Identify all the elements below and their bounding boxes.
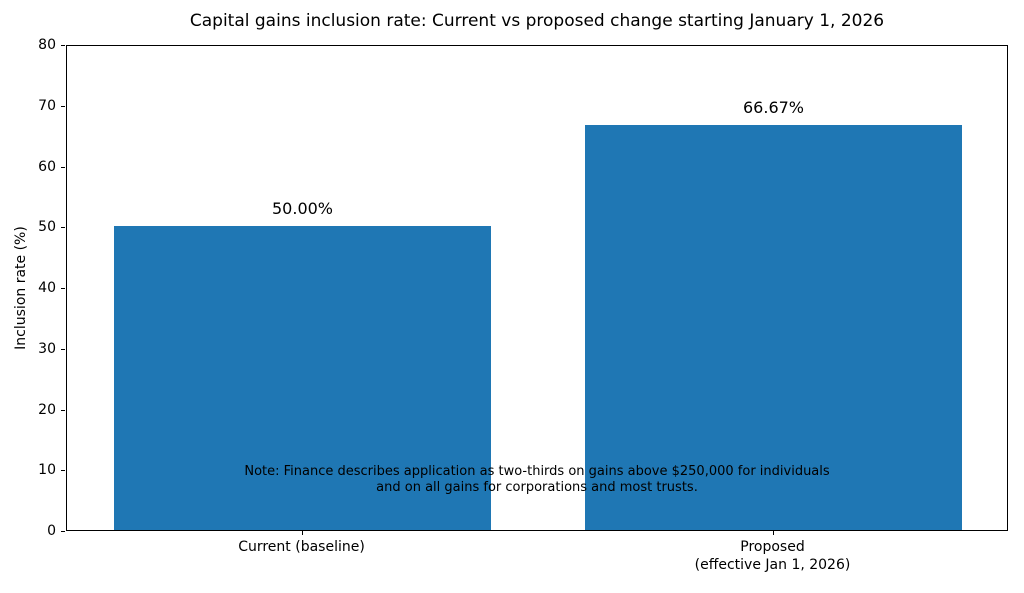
x-tick-mark	[301, 531, 303, 535]
y-tick-label: 30	[38, 340, 56, 357]
bar-value-label: 66.67%	[742, 97, 805, 117]
y-tick-label: 20	[38, 401, 56, 418]
y-tick-mark	[61, 348, 65, 350]
x-tick-label: Proposed (effective Jan 1, 2026)	[694, 539, 851, 573]
chart-note-annotation: Note: Finance describes application as t…	[244, 464, 830, 495]
bar-value-label: 50.00%	[271, 199, 334, 219]
x-tick-label: Current (baseline)	[238, 539, 365, 555]
y-tick-mark	[61, 105, 65, 107]
y-tick-mark	[61, 409, 65, 411]
y-tick-label: 60	[38, 158, 56, 175]
bar	[585, 124, 962, 530]
chart-title: Capital gains inclusion rate: Current vs…	[189, 11, 885, 31]
y-tick-mark	[61, 288, 65, 289]
plot-area: Note: Finance describes application as t…	[66, 45, 1008, 531]
x-tick-mark	[772, 531, 774, 535]
y-tick-label: 40	[38, 280, 56, 296]
bar	[114, 226, 491, 530]
y-tick-mark	[61, 531, 65, 532]
y-tick-mark	[61, 45, 65, 46]
y-tick-mark	[61, 227, 65, 229]
y-tick-mark	[61, 166, 65, 168]
y-tick-label: 80	[38, 37, 56, 53]
y-tick-mark	[61, 470, 65, 472]
y-tick-label: 0	[47, 523, 56, 539]
y-tick-label: 50	[38, 219, 56, 236]
y-tick-label: 70	[38, 97, 56, 114]
y-tick-label: 10	[38, 462, 56, 479]
